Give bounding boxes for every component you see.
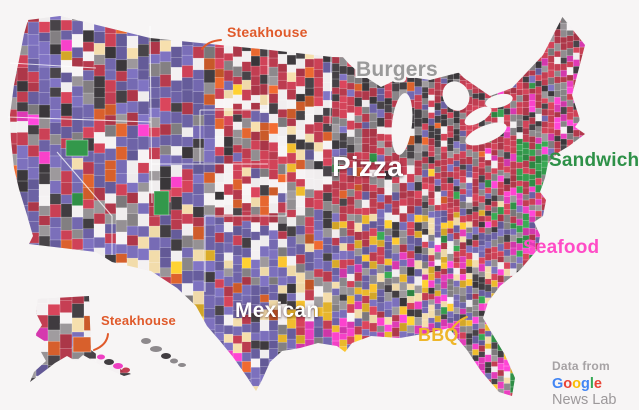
google-letter: o: [572, 375, 581, 392]
leader-line-steakhouse-north: [201, 39, 222, 50]
attribution: Data from Google News Lab: [552, 359, 639, 409]
leader-line-bbq: [450, 316, 468, 331]
google-letter: e: [593, 375, 602, 392]
google-wordmark: Google: [552, 376, 602, 392]
county-mosaic-alaska: [30, 296, 131, 382]
state-borders: [7, 25, 332, 292]
google-letter: G: [552, 375, 564, 392]
google-letter: o: [563, 375, 573, 392]
google-letter: l: [589, 375, 594, 392]
great-lakes: [342, 6, 568, 155]
news-lab-text: News Lab: [552, 392, 617, 409]
attribution-intro: Data from: [552, 359, 610, 373]
alaska-islands: [97, 338, 186, 373]
google-letter: g: [581, 375, 590, 392]
google-news-lab-logo: Google News Lab: [552, 376, 639, 409]
leader-line-steakhouse-alaska: [93, 333, 109, 351]
label-leader-lines: [93, 39, 468, 351]
